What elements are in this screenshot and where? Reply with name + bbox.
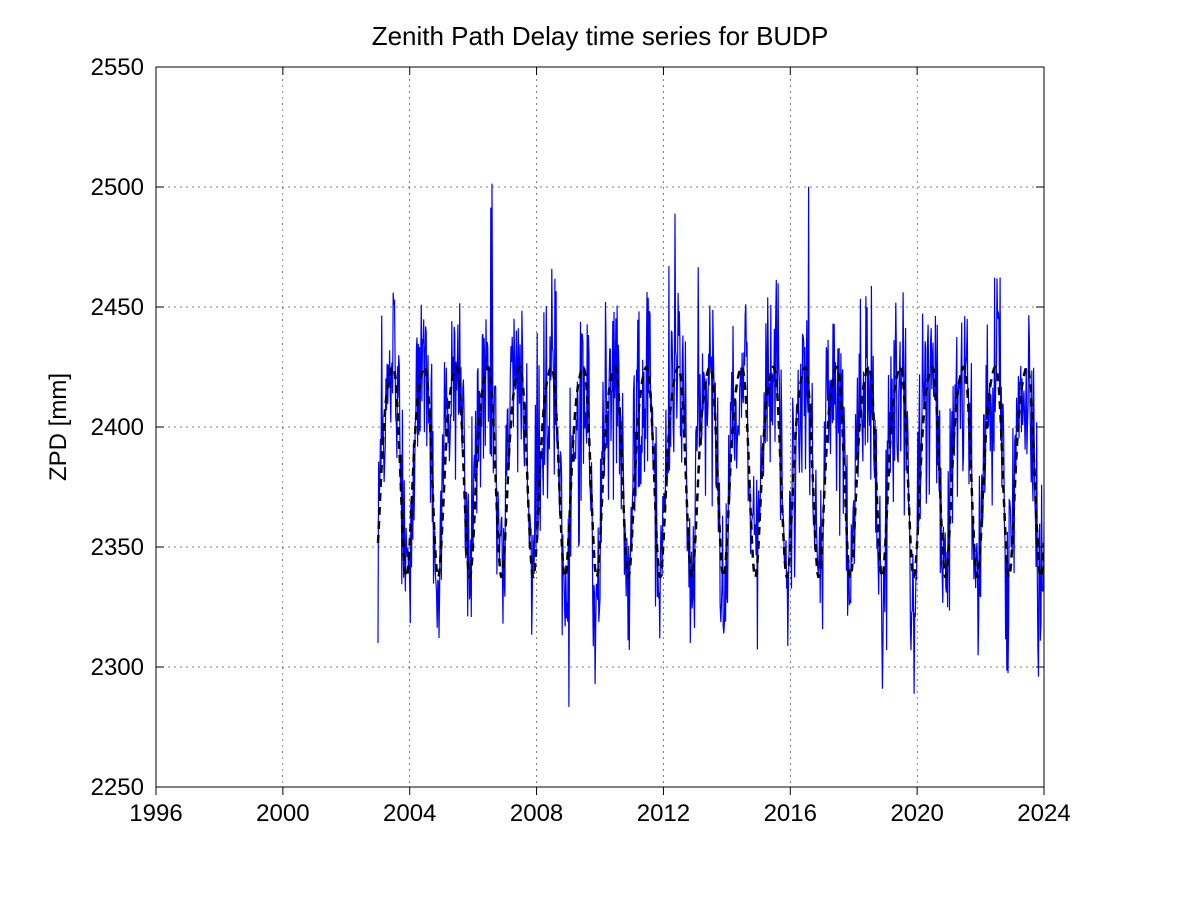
x-tick-label: 1996 bbox=[129, 800, 182, 827]
chart-title: Zenith Path Delay time series for BUDP bbox=[372, 21, 829, 51]
y-tick-label: 2300 bbox=[91, 654, 144, 681]
y-axis-label: ZPD [mm] bbox=[45, 373, 72, 481]
y-tick-label: 2400 bbox=[91, 414, 144, 441]
x-tick-label: 2020 bbox=[890, 800, 943, 827]
x-tick-label: 2004 bbox=[383, 800, 436, 827]
x-tick-label: 2016 bbox=[764, 800, 817, 827]
chart-container: 1996 2000 2004 2008 2012 2016 2020 2024 2250 2300… bbox=[0, 0, 1201, 901]
chart-svg: 1996 2000 2004 2008 2012 2016 2020 2024 2250 2300… bbox=[0, 0, 1201, 901]
y-tick-label: 2500 bbox=[91, 174, 144, 201]
y-tick-label: 2350 bbox=[91, 534, 144, 561]
x-tick-label: 2008 bbox=[510, 800, 563, 827]
x-tick-label: 2012 bbox=[637, 800, 690, 827]
x-tick-label: 2024 bbox=[1017, 800, 1070, 827]
y-tick-label: 2450 bbox=[91, 294, 144, 321]
y-tick-label: 2550 bbox=[91, 54, 144, 81]
y-tick-label: 2250 bbox=[91, 774, 144, 801]
x-tick-label: 2000 bbox=[256, 800, 309, 827]
